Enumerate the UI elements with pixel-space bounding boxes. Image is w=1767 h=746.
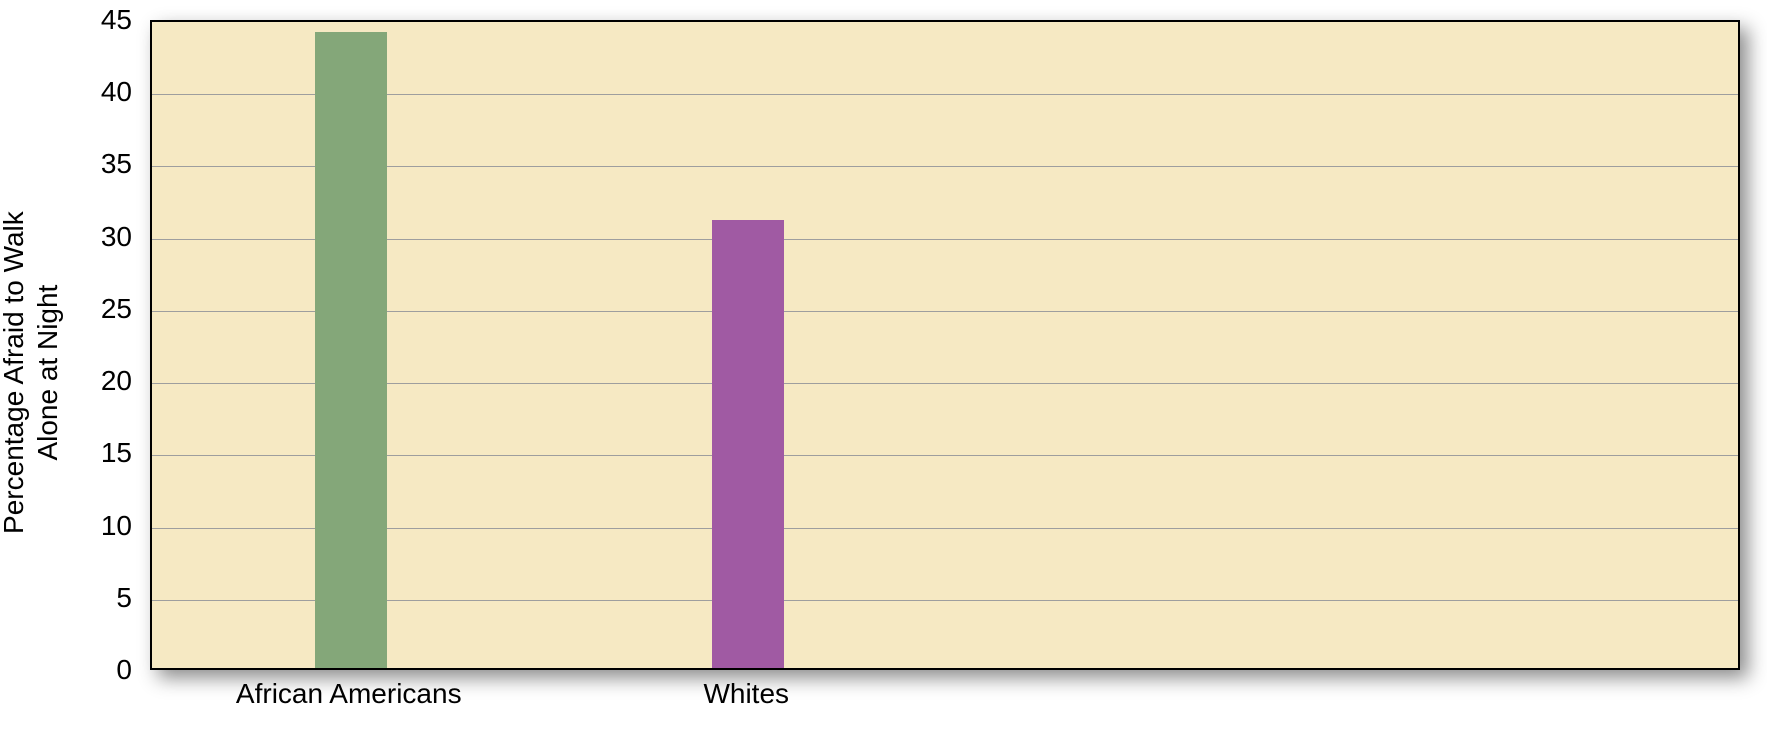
y-tick-label: 35	[62, 148, 132, 180]
x-minor-tick	[1344, 669, 1346, 670]
bar-chart: Percentage Afraid to Walk Alone at Night…	[0, 0, 1767, 746]
y-axis-label: Percentage Afraid to Walk Alone at Night	[0, 212, 64, 535]
y-tick-label: 0	[62, 654, 132, 686]
bar	[315, 32, 387, 668]
y-tick-label: 5	[62, 582, 132, 614]
gridline	[152, 455, 1738, 456]
x-category-label: Whites	[703, 678, 789, 710]
y-tick-label: 45	[62, 4, 132, 36]
y-tick-label: 40	[62, 76, 132, 108]
x-axis-category-labels: African Americans Whites	[150, 678, 1740, 738]
bar	[712, 220, 784, 668]
plot-shadow-wrapper	[150, 20, 1740, 670]
x-minor-tick	[946, 669, 948, 670]
plot-area	[150, 20, 1740, 670]
y-axis-tick-labels: 0 5 10 15 20 25 30 35 40 45	[60, 0, 140, 746]
y-tick-label: 10	[62, 510, 132, 542]
x-category-label: African Americans	[236, 678, 462, 710]
gridline	[152, 166, 1738, 167]
gridline	[152, 383, 1738, 384]
y-tick-label: 30	[62, 221, 132, 253]
y-tick-label: 20	[62, 365, 132, 397]
y-axis-label-container: Percentage Afraid to Walk Alone at Night	[0, 0, 60, 746]
gridline	[152, 600, 1738, 601]
y-tick-label: 25	[62, 293, 132, 325]
gridline	[152, 528, 1738, 529]
gridline	[152, 311, 1738, 312]
x-minor-tick	[549, 669, 551, 670]
gridline	[152, 94, 1738, 95]
gridline	[152, 239, 1738, 240]
y-tick-label: 15	[62, 437, 132, 469]
